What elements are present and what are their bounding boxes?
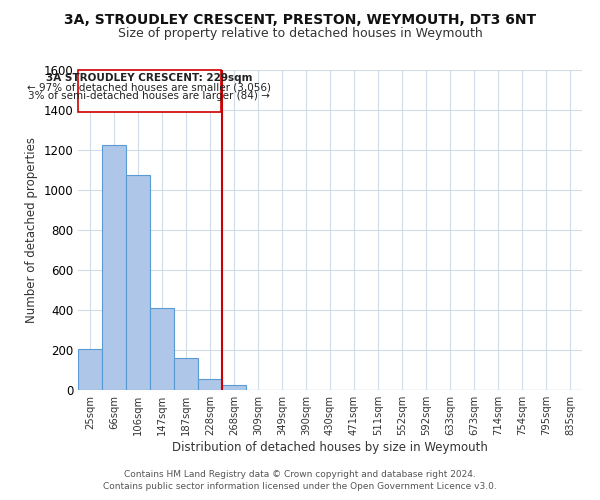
Text: 3A STROUDLEY CRESCENT: 229sqm: 3A STROUDLEY CRESCENT: 229sqm: [46, 73, 253, 83]
Bar: [126, 175, 150, 390]
Text: Contains HM Land Registry data © Crown copyright and database right 2024.: Contains HM Land Registry data © Crown c…: [124, 470, 476, 479]
Text: Contains public sector information licensed under the Open Government Licence v3: Contains public sector information licen…: [103, 482, 497, 491]
FancyBboxPatch shape: [78, 70, 221, 112]
Bar: [150, 308, 174, 390]
Bar: [102, 145, 126, 390]
Text: 3% of semi-detached houses are larger (84) →: 3% of semi-detached houses are larger (8…: [28, 91, 271, 101]
Bar: [222, 385, 246, 390]
Bar: [174, 358, 198, 390]
X-axis label: Distribution of detached houses by size in Weymouth: Distribution of detached houses by size …: [172, 441, 488, 454]
Text: Size of property relative to detached houses in Weymouth: Size of property relative to detached ho…: [118, 28, 482, 40]
Y-axis label: Number of detached properties: Number of detached properties: [25, 137, 38, 323]
Text: 3A, STROUDLEY CRESCENT, PRESTON, WEYMOUTH, DT3 6NT: 3A, STROUDLEY CRESCENT, PRESTON, WEYMOUT…: [64, 12, 536, 26]
Bar: [198, 379, 222, 390]
Text: ← 97% of detached houses are smaller (3,056): ← 97% of detached houses are smaller (3,…: [28, 82, 271, 92]
Bar: [78, 349, 102, 390]
